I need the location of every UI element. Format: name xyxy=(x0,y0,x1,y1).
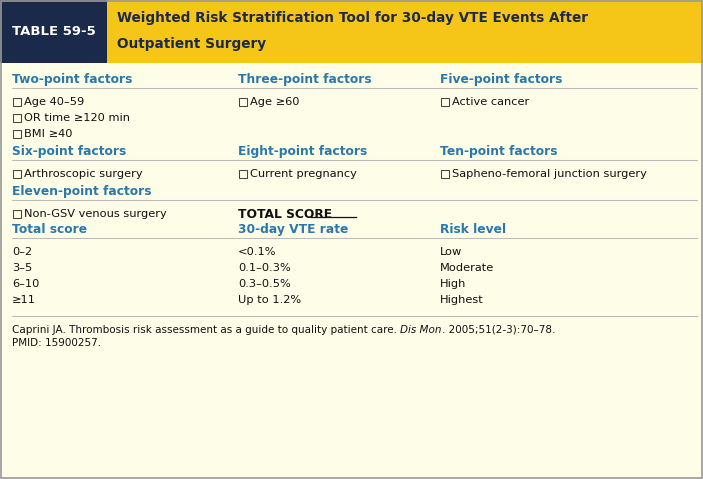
Text: Age 40–59: Age 40–59 xyxy=(24,97,84,107)
Text: Eight-point factors: Eight-point factors xyxy=(238,145,367,158)
Text: Highest: Highest xyxy=(440,295,484,305)
Text: ≥11: ≥11 xyxy=(12,295,36,305)
Text: 6–10: 6–10 xyxy=(12,279,39,289)
Text: Low: Low xyxy=(440,247,463,257)
Text: 0–2: 0–2 xyxy=(12,247,32,257)
Text: Total score: Total score xyxy=(12,223,87,236)
Text: High: High xyxy=(440,279,466,289)
Text: Sapheno-femoral junction surgery: Sapheno-femoral junction surgery xyxy=(452,169,647,179)
Bar xyxy=(239,170,247,178)
Text: TABLE 59-5: TABLE 59-5 xyxy=(12,25,96,38)
Text: Non-GSV venous surgery: Non-GSV venous surgery xyxy=(24,209,167,219)
Text: Risk level: Risk level xyxy=(440,223,506,236)
Text: TOTAL SCORE: TOTAL SCORE xyxy=(238,207,332,220)
Text: Arthroscopic surgery: Arthroscopic surgery xyxy=(24,169,143,179)
Text: 0.1–0.3%: 0.1–0.3% xyxy=(238,263,291,273)
Text: Six-point factors: Six-point factors xyxy=(12,145,127,158)
Text: Eleven-point factors: Eleven-point factors xyxy=(12,184,152,197)
Text: Age ≥60: Age ≥60 xyxy=(250,97,299,107)
Bar xyxy=(441,98,449,106)
Text: 0.3–0.5%: 0.3–0.5% xyxy=(238,279,291,289)
Text: Three-point factors: Three-point factors xyxy=(238,72,372,85)
Bar xyxy=(239,98,247,106)
Text: <0.1%: <0.1% xyxy=(238,247,276,257)
Bar xyxy=(0,63,703,479)
Text: Up to 1.2%: Up to 1.2% xyxy=(238,295,301,305)
Bar xyxy=(0,0,107,63)
Text: Outpatient Surgery: Outpatient Surgery xyxy=(117,37,266,51)
Bar xyxy=(13,114,21,122)
Text: . 2005;51(2-3):70–78.: . 2005;51(2-3):70–78. xyxy=(441,325,555,335)
Bar xyxy=(13,130,21,138)
Text: Moderate: Moderate xyxy=(440,263,494,273)
Bar xyxy=(13,170,21,178)
Text: Dis Mon: Dis Mon xyxy=(400,325,441,335)
Text: 3–5: 3–5 xyxy=(12,263,32,273)
Text: Ten-point factors: Ten-point factors xyxy=(440,145,557,158)
Text: BMI ≥40: BMI ≥40 xyxy=(24,129,72,139)
Text: Active cancer: Active cancer xyxy=(452,97,529,107)
Text: Two-point factors: Two-point factors xyxy=(12,72,132,85)
Text: Weighted Risk Stratification Tool for 30-day VTE Events After: Weighted Risk Stratification Tool for 30… xyxy=(117,11,588,25)
Text: Caprini JA. Thrombosis risk assessment as a guide to quality patient care.: Caprini JA. Thrombosis risk assessment a… xyxy=(12,325,400,335)
Bar xyxy=(13,210,21,218)
Text: Current pregnancy: Current pregnancy xyxy=(250,169,357,179)
Text: Five-point factors: Five-point factors xyxy=(440,72,562,85)
Bar xyxy=(0,0,703,63)
Bar xyxy=(441,170,449,178)
Bar xyxy=(13,98,21,106)
Text: OR time ≥120 min: OR time ≥120 min xyxy=(24,113,130,123)
Text: PMID: 15900257.: PMID: 15900257. xyxy=(12,338,101,348)
Text: 30-day VTE rate: 30-day VTE rate xyxy=(238,223,349,236)
